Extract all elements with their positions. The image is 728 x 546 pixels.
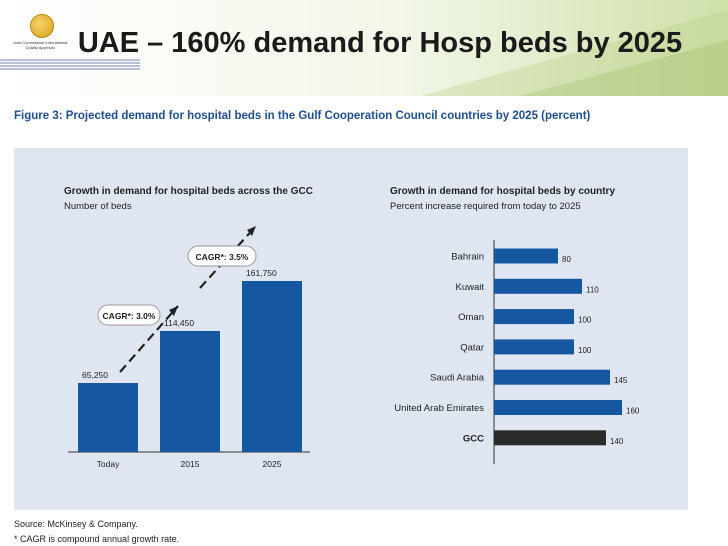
y-tick-label: GCC — [463, 433, 484, 444]
arrow-head-icon — [247, 226, 256, 236]
cagr-arrow-1 — [119, 305, 179, 373]
header-decoration — [0, 0, 728, 96]
y-tick-label: United Arab Emirates — [394, 403, 484, 414]
bar — [494, 248, 558, 264]
logo-seal-icon — [30, 14, 54, 38]
left-chart-subtitle: Number of beds — [64, 201, 132, 212]
bar-value-label: 80 — [562, 255, 571, 264]
y-tick-label: Saudi Arabia — [430, 373, 485, 384]
bar-value-label: 100 — [578, 346, 592, 355]
cagr-label-text: CAGR*: 3.0% — [103, 311, 156, 321]
bar-value-label: 100 — [578, 316, 592, 325]
cagr-label-box — [187, 245, 257, 267]
figure-title: Figure 3: Projected demand for hospital … — [14, 110, 591, 122]
cagr-label-2: CAGR*: 3.5% — [187, 245, 257, 267]
bar — [242, 281, 302, 452]
x-tick-label: 2015 — [181, 459, 200, 469]
bar — [494, 339, 574, 355]
bar-value-label: 65,250 — [82, 370, 108, 380]
bar-value-label: 140 — [610, 437, 624, 446]
left-chart-title: Growth in demand for hospital beds acros… — [64, 186, 313, 197]
jci-logo: Joint Commission International Quality A… — [8, 14, 68, 58]
bar-value-label: 145 — [614, 376, 628, 385]
slide-title: UAE – 160% demand for Hosp beds by 2025 — [77, 27, 683, 59]
gcc-bar — [494, 430, 606, 446]
y-tick-label: Bahrain — [451, 252, 484, 263]
arrow-head-icon — [169, 306, 178, 316]
bar — [494, 369, 610, 385]
right-chart-subtitle: Percent increase required from today to … — [390, 201, 581, 212]
cagr-label-text: CAGR*: 3.5% — [196, 252, 249, 262]
right-chart-title: Growth in demand for hospital beds by co… — [390, 186, 616, 197]
left-chart: CAGR*: 3.0% CAGR*: 3.5% 65,250 Today 114,450… — [68, 225, 310, 469]
bar-value-label: 160 — [626, 407, 640, 416]
cagr-label-1: CAGR*: 3.0% — [97, 304, 161, 326]
x-tick-label: 2025 — [263, 459, 282, 469]
right-chart: Bahrain 80 Kuwait 110 Oman 100 Qatar 100 Saudi A… — [394, 240, 640, 465]
bar-value-label: 161,750 — [246, 268, 277, 278]
x-tick-label: Today — [97, 459, 120, 469]
bar — [78, 383, 138, 452]
y-tick-label: Kuwait — [455, 282, 484, 293]
y-tick-label: Oman — [458, 312, 484, 323]
logo-text: Joint Commission International Quality A… — [12, 40, 68, 50]
y-tick-label: Qatar — [460, 342, 484, 353]
cagr-label-box — [97, 304, 161, 326]
bar — [160, 331, 220, 452]
bar-value-label: 110 — [586, 285, 599, 294]
figure-source: Source: McKinsey & Company. — [14, 519, 138, 529]
bar — [494, 309, 574, 325]
cagr-arrows — [119, 225, 257, 373]
bar-value-label: 114,450 — [164, 318, 194, 328]
header-band: Joint Commission International Quality A… — [0, 0, 728, 96]
figure-note: * CAGR is compound annual growth rate. — [14, 534, 180, 544]
bar — [494, 278, 582, 294]
bar — [494, 400, 622, 415]
